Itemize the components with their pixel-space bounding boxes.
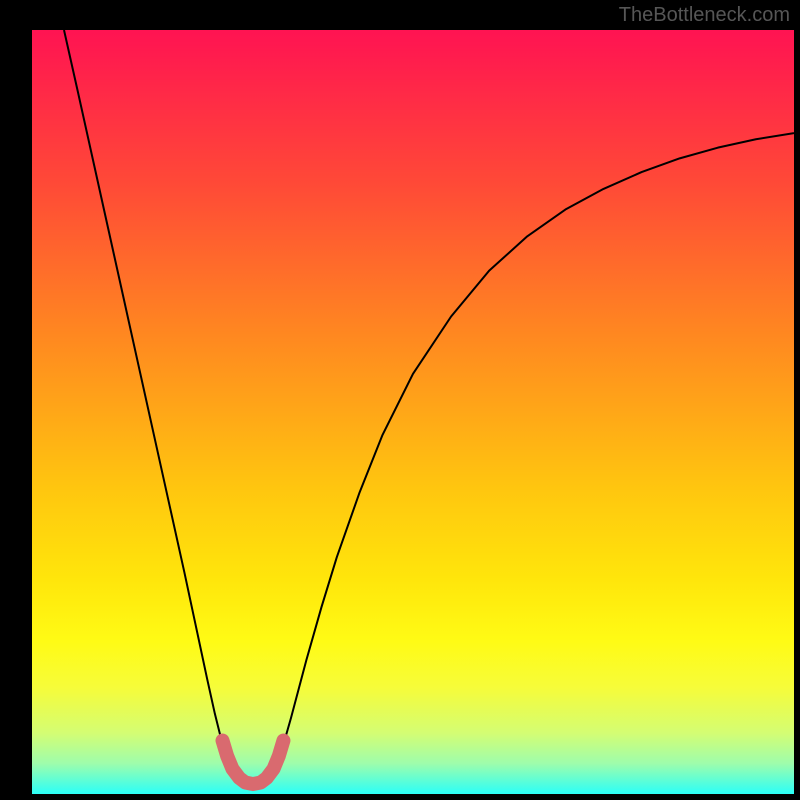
watermark-text: TheBottleneck.com xyxy=(619,4,790,27)
plot-area xyxy=(32,30,794,794)
marker-u-overlay xyxy=(223,741,284,785)
bottleneck-curve xyxy=(64,30,794,786)
chart-frame: TheBottleneck.com xyxy=(0,0,800,800)
curve-layer xyxy=(32,30,794,794)
